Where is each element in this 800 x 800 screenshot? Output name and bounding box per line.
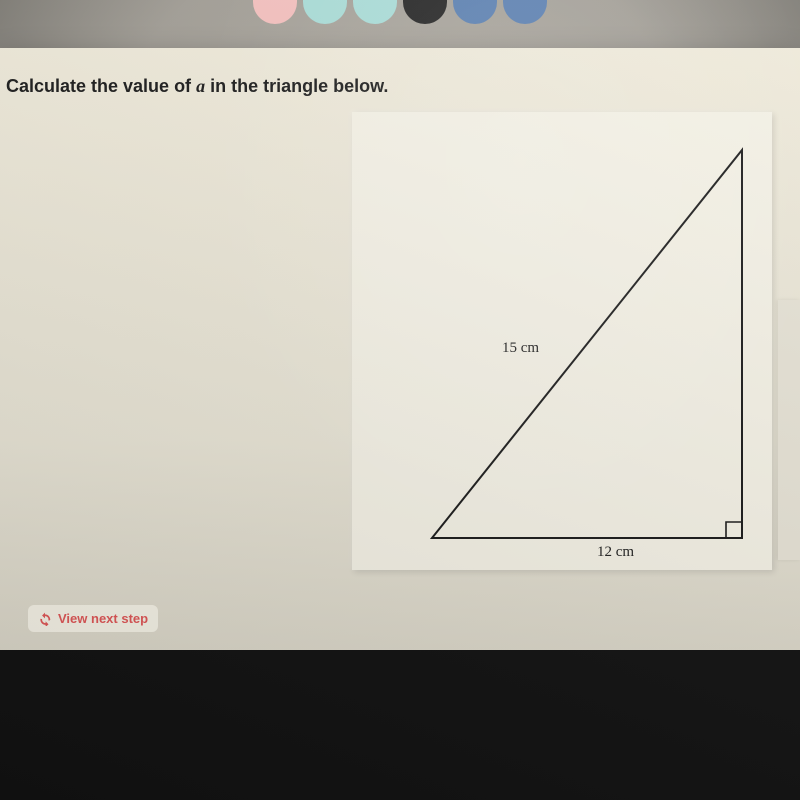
- view-next-step-label: View next step: [58, 611, 148, 626]
- triangle-diagram: [352, 112, 772, 570]
- progress-dot: [353, 0, 397, 24]
- screen-photo-surface: Calculate the value of a in the triangle…: [0, 0, 800, 800]
- progress-dot: [253, 0, 297, 24]
- progress-dot: [503, 0, 547, 24]
- prompt-suffix: in the triangle below.: [210, 76, 388, 96]
- figure-panel: 15 cm 12 cm a cm: [352, 112, 772, 570]
- prompt-variable: a: [196, 76, 205, 96]
- offscreen-card-sliver: [778, 300, 800, 560]
- desk-black-bar: [0, 650, 800, 800]
- progress-dot: [303, 0, 347, 24]
- prompt-prefix: Calculate the value of: [6, 76, 196, 96]
- triangle-shape: [432, 150, 742, 538]
- progress-dot-strip: [0, 0, 800, 30]
- right-angle-marker: [726, 522, 742, 538]
- question-prompt: Calculate the value of a in the triangle…: [6, 76, 388, 97]
- view-next-step-button[interactable]: View next step: [28, 605, 158, 632]
- label-base: 12 cm: [597, 544, 634, 561]
- label-hypotenuse: 15 cm: [502, 340, 539, 357]
- redo-icon: [38, 612, 52, 626]
- progress-dot: [403, 0, 447, 24]
- progress-dot: [453, 0, 497, 24]
- question-card: Calculate the value of a in the triangle…: [0, 48, 800, 650]
